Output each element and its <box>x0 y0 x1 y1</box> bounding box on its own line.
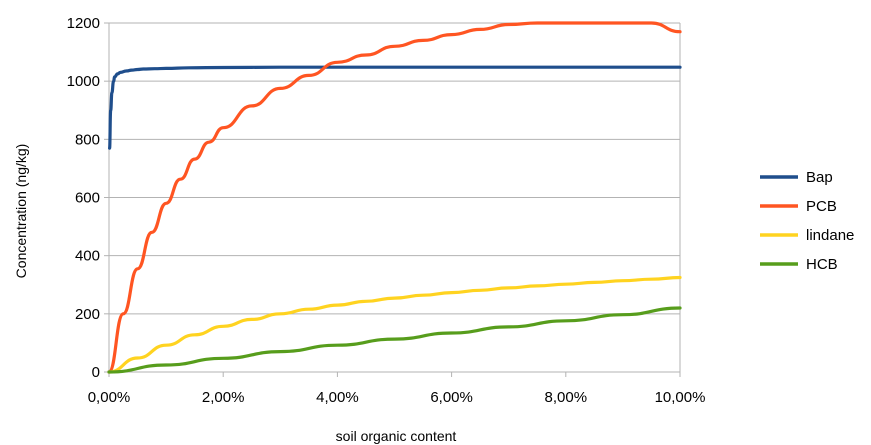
y-tick-label: 1000 <box>67 73 100 90</box>
series-line-lindane <box>107 275 682 374</box>
series-line-hcb <box>107 306 682 374</box>
y-tick-label: 1200 <box>67 15 100 32</box>
x-tick-label: 4,00% <box>316 389 359 406</box>
legend-label-pcb: PCB <box>806 198 837 215</box>
series-line-bap <box>108 65 682 150</box>
grid-lines <box>109 22 680 373</box>
y-tick-label: 600 <box>75 190 100 207</box>
x-tick-label: 2,00% <box>202 389 245 406</box>
x-tick-label: 10,00% <box>655 389 706 406</box>
legend-label-lindane: lindane <box>806 227 854 244</box>
series-line-pcb <box>107 21 682 374</box>
legend: Bap PCB lindane HCB <box>760 169 854 273</box>
x-tick-label: 0,00% <box>88 389 131 406</box>
x-tick-label: 6,00% <box>430 389 473 406</box>
tick-labels: 0 200 400 600 800 1000 1200 0,00% 2,00% 4,00% 6,00… <box>67 15 706 406</box>
y-tick-label: 200 <box>75 306 100 323</box>
y-axis-title: Concentration (ng/kg) <box>13 144 29 279</box>
y-tick-label: 0 <box>92 364 100 381</box>
axes <box>104 22 681 377</box>
series-lines <box>107 21 682 374</box>
x-tick-label: 8,00% <box>545 389 588 406</box>
x-axis-title: soil organic content <box>336 428 457 444</box>
y-tick-label: 400 <box>75 248 100 265</box>
y-tick-label: 800 <box>75 131 100 148</box>
legend-label-hcb: HCB <box>806 256 838 273</box>
legend-label-bap: Bap <box>806 169 833 186</box>
